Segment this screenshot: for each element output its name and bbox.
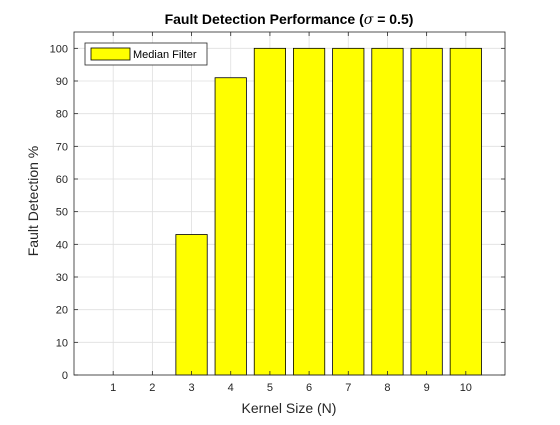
y-tick-label-0: 0 <box>62 370 68 382</box>
x-tick-label-6: 6 <box>306 382 312 394</box>
y-axis-label: Fault Detection % <box>25 146 41 257</box>
legend[interactable]: Median Filter <box>84 42 208 66</box>
x-axis-label: Kernel Size (N) <box>242 400 337 416</box>
plot-frame <box>73 31 506 376</box>
bar-10[interactable] <box>449 47 482 376</box>
chart-title-sigma: σ <box>364 12 374 28</box>
y-tick-label-40: 40 <box>56 239 68 251</box>
legend-entry-median-filter: Median Filter <box>133 49 197 61</box>
ticks <box>74 32 505 376</box>
y-tick-label-50: 50 <box>56 207 68 219</box>
bar-7[interactable] <box>332 47 365 376</box>
bar-5[interactable] <box>253 47 286 376</box>
y-tick-label-60: 60 <box>56 174 68 186</box>
legend-swatch <box>90 47 131 61</box>
x-tick-label-10: 10 <box>460 382 472 394</box>
bar-9[interactable] <box>410 47 443 376</box>
x-tick-label-5: 5 <box>267 382 273 394</box>
x-tick-label-8: 8 <box>384 382 390 394</box>
x-tick-label-7: 7 <box>345 382 351 394</box>
bar-4[interactable] <box>214 77 247 376</box>
y-tick-label-30: 30 <box>56 272 68 284</box>
y-tick-label-80: 80 <box>56 109 68 121</box>
y-tick-label-90: 90 <box>56 76 68 88</box>
x-tick-label-3: 3 <box>188 382 194 394</box>
y-tick-label-20: 20 <box>56 305 68 317</box>
chart-title: Fault Detection Performance (σ = 0.5) <box>165 11 414 28</box>
y-tick-label-70: 70 <box>56 141 68 153</box>
bar-6[interactable] <box>293 47 326 376</box>
bar-3[interactable] <box>175 234 208 376</box>
y-tick-label-100: 100 <box>50 43 68 55</box>
x-tick-label-1: 1 <box>110 382 116 394</box>
y-tick-label-10: 10 <box>56 337 68 349</box>
x-tick-label-9: 9 <box>424 382 430 394</box>
bar-8[interactable] <box>371 47 404 376</box>
x-tick-label-4: 4 <box>228 382 234 394</box>
x-tick-label-2: 2 <box>149 382 155 394</box>
chart-title-prefix: Fault Detection Performance ( <box>165 11 364 27</box>
bars <box>175 47 482 376</box>
chart-title-suffix: = 0.5) <box>373 11 413 27</box>
